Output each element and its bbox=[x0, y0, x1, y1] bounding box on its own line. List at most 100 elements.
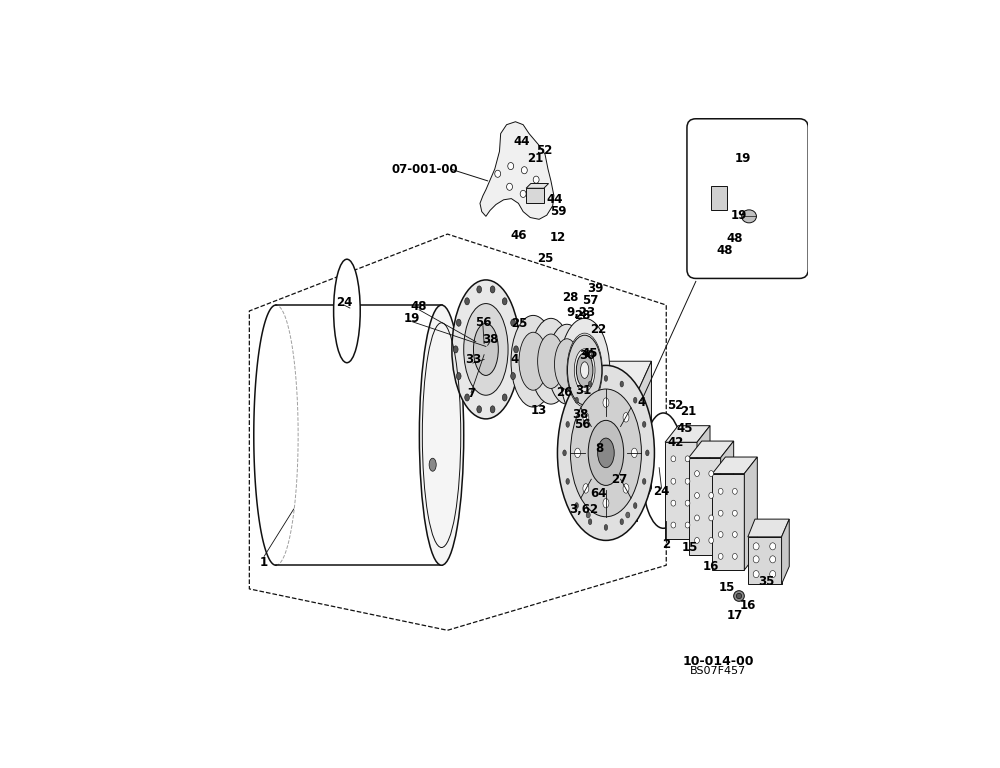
Ellipse shape bbox=[456, 319, 461, 326]
Polygon shape bbox=[689, 458, 721, 554]
Text: 52: 52 bbox=[536, 144, 553, 157]
Ellipse shape bbox=[477, 286, 482, 293]
Ellipse shape bbox=[511, 319, 515, 326]
Polygon shape bbox=[697, 425, 710, 538]
Ellipse shape bbox=[575, 449, 581, 458]
Text: 26: 26 bbox=[556, 386, 573, 399]
Ellipse shape bbox=[732, 554, 737, 559]
Ellipse shape bbox=[588, 420, 624, 485]
Ellipse shape bbox=[419, 305, 464, 565]
Ellipse shape bbox=[685, 456, 690, 462]
Ellipse shape bbox=[575, 397, 578, 403]
Text: 10-014-00: 10-014-00 bbox=[683, 654, 754, 667]
Polygon shape bbox=[637, 361, 651, 521]
Ellipse shape bbox=[508, 163, 514, 170]
Ellipse shape bbox=[429, 458, 436, 472]
Ellipse shape bbox=[533, 176, 539, 184]
Ellipse shape bbox=[742, 210, 756, 223]
Ellipse shape bbox=[453, 346, 458, 353]
Ellipse shape bbox=[620, 381, 624, 387]
Polygon shape bbox=[665, 442, 697, 538]
Ellipse shape bbox=[770, 543, 776, 550]
Text: 27: 27 bbox=[611, 473, 627, 486]
Text: 17: 17 bbox=[727, 609, 743, 622]
Ellipse shape bbox=[718, 488, 723, 495]
Ellipse shape bbox=[548, 324, 586, 404]
Text: 21: 21 bbox=[681, 405, 697, 418]
Ellipse shape bbox=[452, 280, 520, 419]
Ellipse shape bbox=[567, 335, 602, 405]
Text: 2: 2 bbox=[662, 538, 670, 551]
Ellipse shape bbox=[685, 478, 690, 485]
Ellipse shape bbox=[709, 471, 714, 476]
Text: 9,23: 9,23 bbox=[567, 306, 596, 319]
Ellipse shape bbox=[633, 502, 637, 508]
Polygon shape bbox=[582, 394, 637, 521]
Text: 24: 24 bbox=[653, 485, 670, 498]
Text: 45: 45 bbox=[581, 347, 598, 360]
Ellipse shape bbox=[695, 538, 699, 544]
Text: 44: 44 bbox=[514, 135, 530, 148]
Ellipse shape bbox=[685, 522, 690, 528]
Ellipse shape bbox=[567, 333, 602, 407]
Ellipse shape bbox=[502, 394, 507, 401]
Ellipse shape bbox=[753, 556, 759, 563]
Text: 52: 52 bbox=[667, 399, 683, 412]
Ellipse shape bbox=[695, 515, 699, 521]
Text: 38: 38 bbox=[572, 408, 588, 421]
Ellipse shape bbox=[709, 515, 714, 521]
Text: 21: 21 bbox=[527, 152, 543, 165]
Text: 57: 57 bbox=[582, 294, 599, 307]
Text: 8: 8 bbox=[595, 442, 604, 455]
Ellipse shape bbox=[695, 471, 699, 476]
Ellipse shape bbox=[560, 319, 610, 422]
Ellipse shape bbox=[626, 450, 630, 456]
Text: 7: 7 bbox=[467, 387, 475, 400]
Ellipse shape bbox=[734, 591, 744, 601]
Ellipse shape bbox=[718, 531, 723, 538]
Ellipse shape bbox=[490, 286, 495, 293]
Ellipse shape bbox=[671, 500, 676, 506]
Ellipse shape bbox=[530, 319, 572, 404]
Ellipse shape bbox=[495, 170, 501, 177]
Ellipse shape bbox=[570, 389, 641, 517]
Polygon shape bbox=[712, 474, 744, 570]
Polygon shape bbox=[782, 519, 789, 584]
Ellipse shape bbox=[620, 518, 624, 525]
Ellipse shape bbox=[732, 488, 737, 495]
Ellipse shape bbox=[732, 531, 737, 538]
Ellipse shape bbox=[521, 167, 527, 174]
Ellipse shape bbox=[604, 525, 608, 531]
Ellipse shape bbox=[520, 190, 526, 197]
Text: 38: 38 bbox=[482, 333, 498, 346]
Ellipse shape bbox=[642, 413, 685, 528]
Text: 24: 24 bbox=[336, 296, 352, 309]
Ellipse shape bbox=[709, 492, 714, 498]
Ellipse shape bbox=[538, 334, 564, 389]
Text: 4: 4 bbox=[637, 396, 646, 409]
Ellipse shape bbox=[557, 366, 654, 541]
Polygon shape bbox=[712, 457, 757, 474]
Ellipse shape bbox=[588, 381, 592, 387]
Ellipse shape bbox=[626, 409, 630, 415]
Polygon shape bbox=[480, 121, 554, 220]
Ellipse shape bbox=[511, 372, 515, 379]
Text: 13: 13 bbox=[530, 404, 547, 417]
Ellipse shape bbox=[586, 450, 590, 456]
Text: 56: 56 bbox=[574, 418, 591, 431]
Ellipse shape bbox=[718, 510, 723, 516]
Ellipse shape bbox=[770, 556, 776, 563]
Ellipse shape bbox=[642, 422, 646, 427]
Ellipse shape bbox=[588, 518, 592, 525]
Text: 44: 44 bbox=[547, 194, 563, 207]
Ellipse shape bbox=[586, 492, 590, 497]
Ellipse shape bbox=[502, 298, 507, 305]
Ellipse shape bbox=[464, 303, 508, 396]
Ellipse shape bbox=[626, 492, 630, 497]
Polygon shape bbox=[665, 425, 710, 442]
Text: 33: 33 bbox=[465, 353, 481, 366]
Ellipse shape bbox=[631, 449, 637, 458]
Ellipse shape bbox=[718, 554, 723, 559]
Text: 46: 46 bbox=[510, 229, 527, 242]
Ellipse shape bbox=[586, 429, 590, 435]
